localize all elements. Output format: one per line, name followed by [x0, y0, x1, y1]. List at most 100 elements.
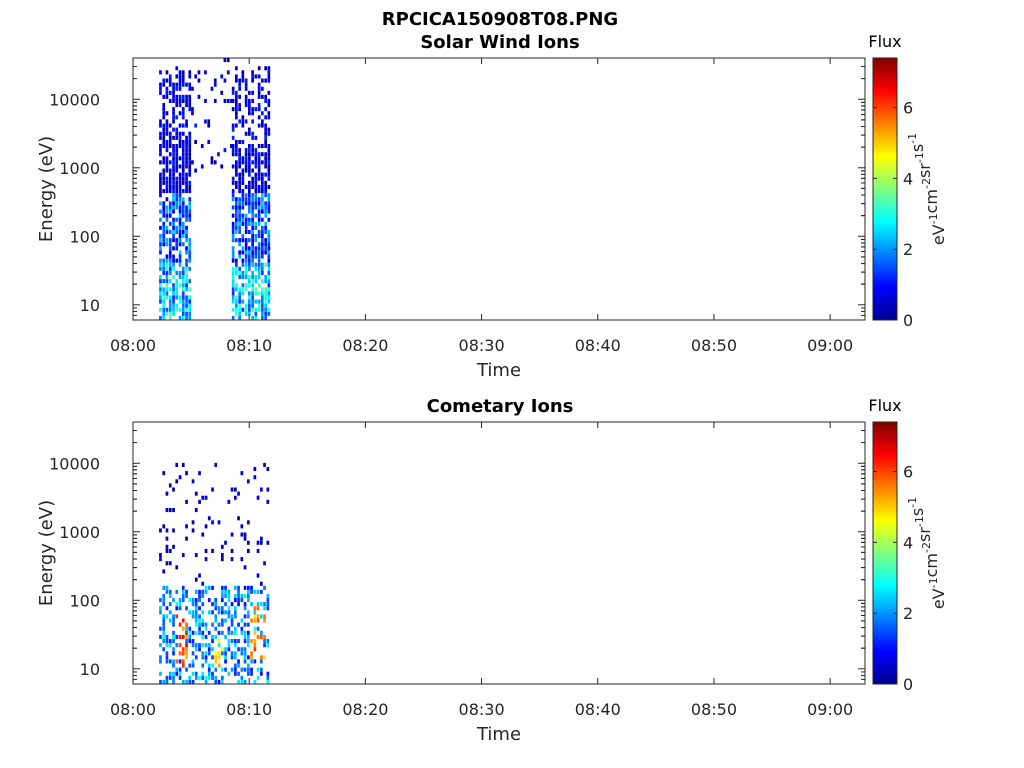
spectrogram-cell	[267, 205, 271, 210]
spectrogram-cell	[178, 606, 182, 611]
spectrogram-cell	[254, 275, 258, 280]
spectrogram-cell	[254, 307, 258, 312]
spectrogram-cell	[159, 528, 162, 533]
spectrogram-cell	[181, 598, 185, 603]
spectrogram-cell	[267, 242, 271, 247]
spectrogram-cell	[207, 671, 211, 676]
spectrogram-cell	[185, 471, 188, 476]
spectrogram-cell	[230, 487, 234, 492]
spectrogram-cell	[178, 221, 182, 226]
spectrogram-cell	[188, 86, 192, 91]
spectrogram-cell	[241, 119, 245, 124]
spectrogram-cell	[261, 180, 264, 185]
spectrogram-cell	[235, 201, 238, 206]
spectrogram-cell	[172, 197, 175, 202]
spectrogram-cell	[230, 532, 234, 537]
spectrogram-cell	[251, 254, 254, 259]
spectrogram-cell	[241, 172, 245, 177]
spectrogram-cell	[267, 131, 271, 136]
spectrogram-cell	[251, 283, 254, 288]
spectrogram-cell	[264, 205, 267, 210]
spectrogram-cell	[162, 585, 166, 590]
spectrogram-cell	[251, 148, 254, 153]
spectrogram-cell	[235, 172, 238, 177]
spectrogram-cell	[257, 160, 261, 165]
spectrogram-cell	[185, 94, 188, 99]
spectrogram-cell	[244, 283, 248, 288]
spectrogram-cell	[181, 593, 185, 598]
spectrogram-cell	[201, 622, 205, 627]
spectrogram-cell	[243, 630, 247, 635]
spectrogram-cell	[227, 589, 231, 594]
spectrogram-cell	[204, 557, 208, 562]
spectrogram-cell	[165, 634, 169, 639]
spectrogram-cell	[220, 90, 224, 95]
spectrogram-cell	[247, 589, 250, 594]
spectrogram-cell	[257, 213, 261, 218]
spectrogram-cell	[235, 258, 238, 263]
spectrogram-cell	[257, 262, 261, 267]
spectrogram-cell	[235, 295, 238, 300]
spectrogram-cell	[264, 115, 267, 120]
spectrogram-cell	[248, 172, 251, 177]
spectrogram-cell	[264, 139, 267, 144]
spectrogram-cell	[181, 111, 185, 116]
spectrogram-cell	[175, 94, 179, 99]
spectrogram-cell	[162, 123, 166, 128]
spectrogram-cell	[168, 254, 172, 259]
spectrogram-cell	[188, 82, 192, 87]
spectrogram-cell	[181, 626, 185, 631]
spectrogram-cell	[257, 307, 261, 312]
spectrogram-cell	[257, 303, 261, 308]
spectrogram-cell	[217, 639, 221, 644]
spectrogram-cell	[254, 213, 258, 218]
spectrogram-cell	[168, 238, 172, 243]
spectrogram-cell	[267, 283, 271, 288]
spectrogram-cell	[207, 651, 211, 656]
spectrogram-cell	[181, 679, 185, 684]
spectrogram-cell	[227, 630, 231, 635]
colorbar-tick-label: 4	[903, 533, 913, 552]
spectrogram-cell	[251, 295, 254, 300]
spectrogram-cell	[181, 462, 185, 467]
spectrogram-cell	[168, 618, 172, 623]
spectrogram-cell	[185, 217, 188, 222]
spectrogram-cell	[257, 299, 261, 304]
spectrogram-cell	[168, 90, 172, 95]
spectrogram-cell	[221, 598, 224, 603]
spectrogram-cell	[257, 246, 261, 251]
spectrogram-cell	[172, 98, 175, 103]
spectrogram-cell	[257, 82, 261, 87]
spectrogram-cell	[227, 614, 231, 619]
spectrogram-cell	[185, 593, 188, 598]
spectrogram-cell	[243, 634, 247, 639]
spectrogram-cell	[264, 123, 267, 128]
spectrogram-cell	[159, 152, 162, 157]
spectrogram-cell	[207, 123, 211, 128]
spectrogram-cell	[267, 66, 271, 71]
spectrogram-cell	[172, 258, 175, 263]
spectrogram-cell	[257, 291, 261, 296]
spectrogram-cell	[240, 630, 244, 635]
spectrogram-cell	[238, 229, 241, 234]
spectrogram-cell	[178, 123, 182, 128]
spectrogram-cell	[261, 184, 264, 189]
spectrogram-cell	[178, 156, 182, 161]
spectrogram-cell	[207, 516, 211, 521]
spectrogram-cell	[214, 659, 218, 664]
spectrogram-cell	[238, 307, 241, 312]
spectrogram-cell	[251, 291, 254, 296]
spectrogram-cell	[248, 266, 251, 271]
spectrogram-cell	[250, 655, 253, 660]
spectrogram-cell	[237, 589, 240, 594]
spectrogram-cell	[238, 78, 241, 83]
spectrogram-cell	[165, 148, 169, 153]
spectrogram-cell	[235, 221, 238, 226]
spectrogram-cell	[165, 659, 169, 664]
spectrogram-cell	[244, 168, 248, 173]
spectrogram-cell	[172, 225, 175, 230]
spectrogram-cell	[267, 295, 271, 300]
spectrogram-cell	[185, 606, 188, 611]
spectrogram-cell	[244, 254, 248, 259]
spectrogram-cell	[198, 598, 201, 603]
